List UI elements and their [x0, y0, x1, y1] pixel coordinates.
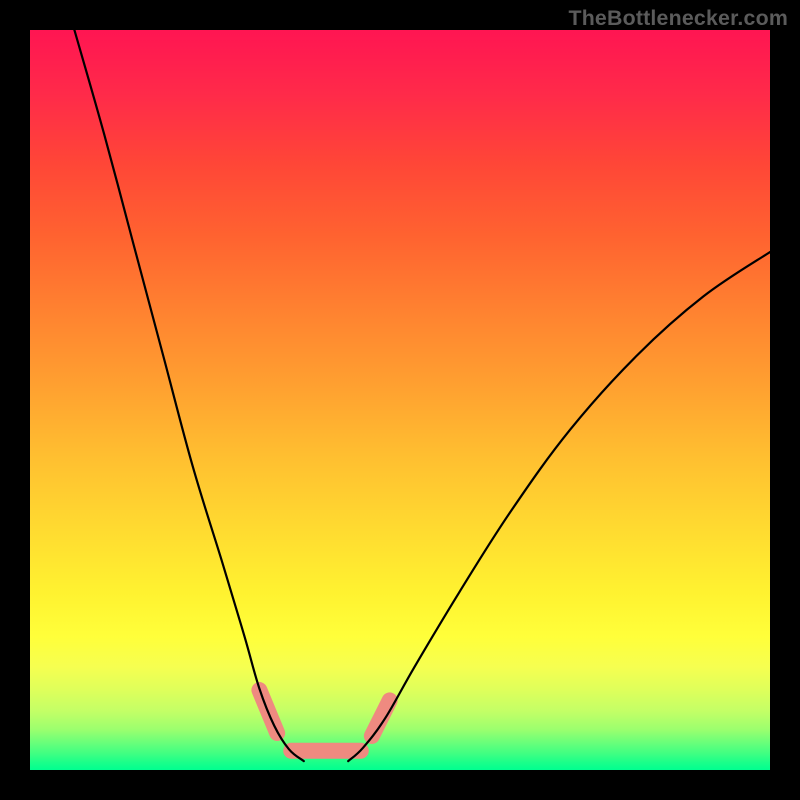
- watermark-text: TheBottlenecker.com: [568, 6, 788, 31]
- plot-svg: [30, 30, 770, 770]
- gradient-background: [30, 30, 770, 770]
- chart-frame: TheBottlenecker.com: [0, 0, 800, 800]
- plot-area: [30, 30, 770, 770]
